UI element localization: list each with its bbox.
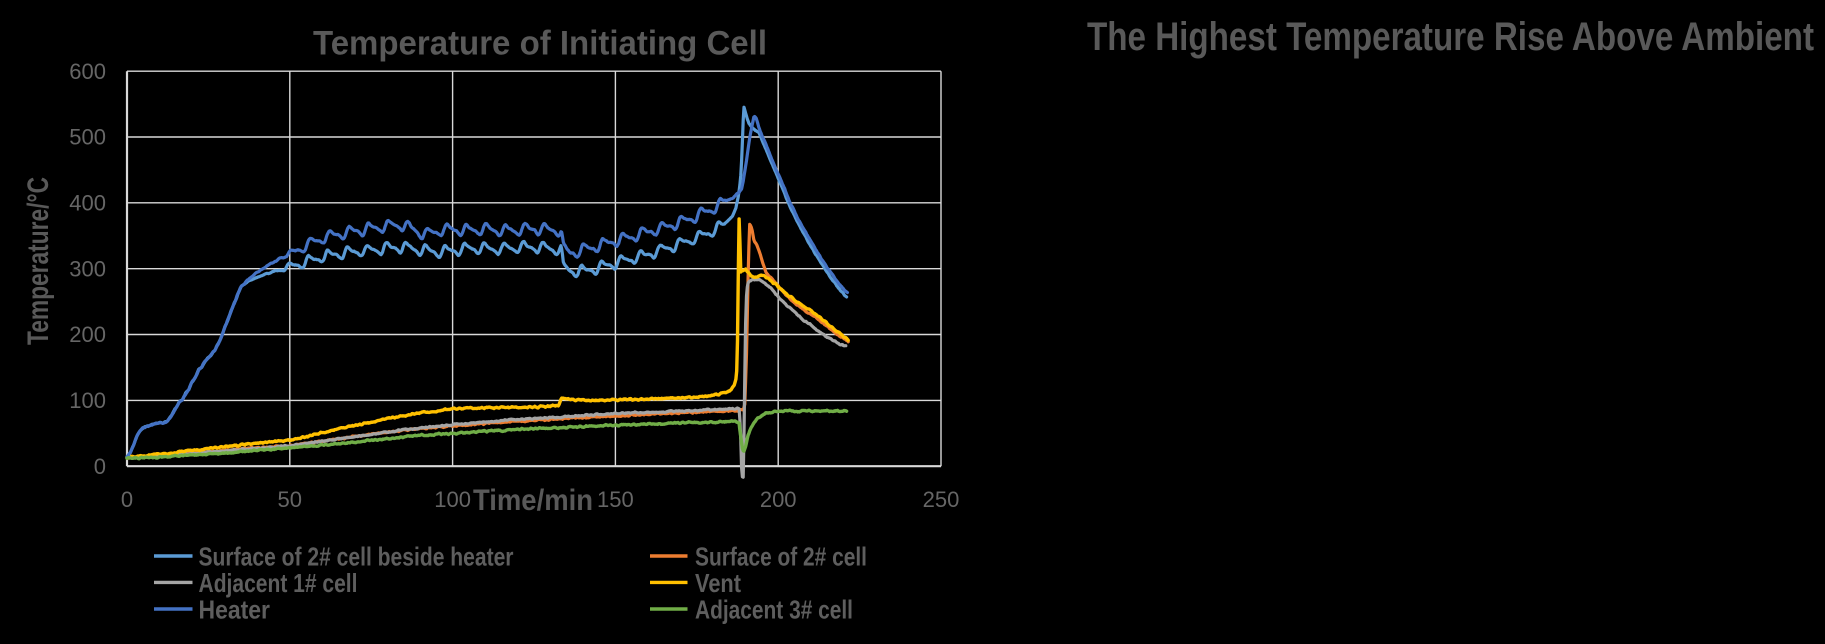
svg-text:Adjacent 1# cell: Adjacent 1# cell: [199, 568, 358, 598]
svg-text:Temperature of Initiating Cell: Temperature of Initiating Cell: [313, 25, 767, 63]
svg-text:Surface of 2# cell beside heat: Surface of 2# cell beside heater: [199, 542, 514, 572]
svg-text:400: 400: [69, 190, 106, 215]
svg-text:0: 0: [94, 454, 106, 479]
svg-text:100: 100: [69, 388, 106, 413]
svg-text:Surface of 2# cell: Surface of 2# cell: [695, 542, 867, 572]
svg-text:500: 500: [69, 125, 106, 150]
svg-text:Vent: Vent: [695, 568, 741, 598]
svg-text:600: 600: [69, 59, 106, 84]
svg-text:Adjacent 3# cell: Adjacent 3# cell: [695, 595, 853, 625]
svg-text:300: 300: [69, 256, 106, 281]
svg-text:200: 200: [760, 487, 797, 512]
svg-text:The Highest Temperature Rise A: The Highest Temperature Rise Above Ambie…: [1087, 15, 1814, 59]
svg-text:Heater: Heater: [199, 595, 271, 625]
svg-text:50: 50: [278, 487, 302, 512]
svg-text:200: 200: [69, 322, 106, 347]
svg-text:250: 250: [923, 487, 960, 512]
svg-text:100: 100: [434, 487, 471, 512]
svg-text:Time/min: Time/min: [473, 484, 593, 517]
svg-text:150: 150: [597, 487, 634, 512]
svg-text:0: 0: [121, 487, 133, 512]
svg-text:Temperature/°C: Temperature/°C: [22, 177, 55, 345]
